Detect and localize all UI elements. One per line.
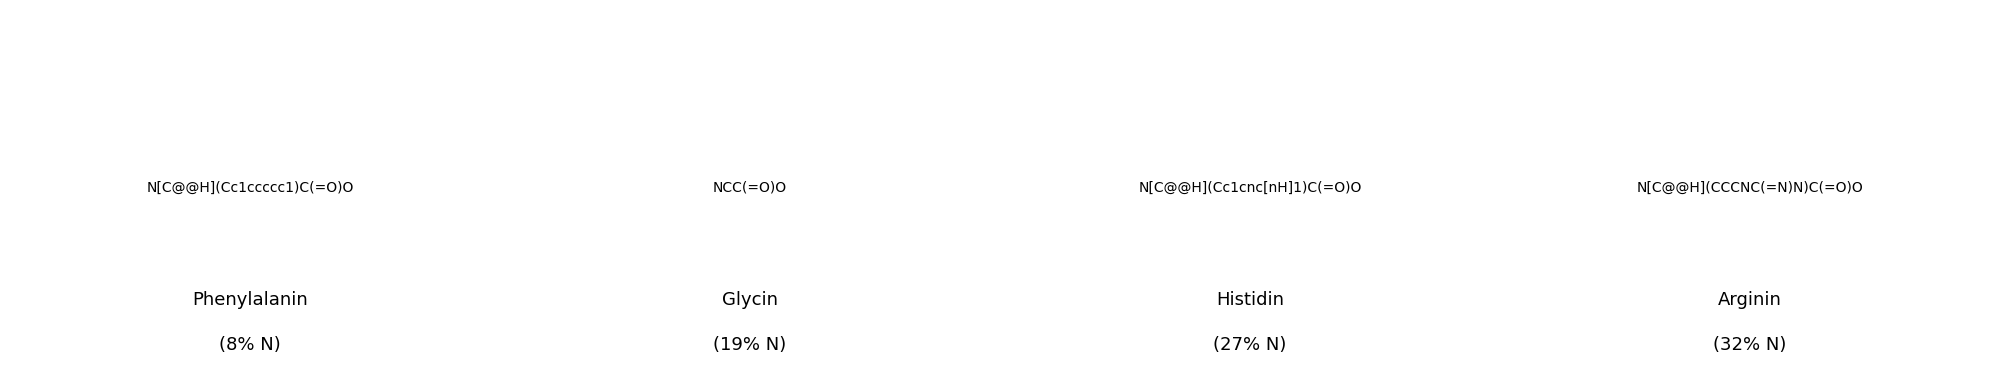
Text: NCC(=O)O: NCC(=O)O: [712, 180, 788, 195]
Text: N[C@@H](CCCNC(=N)N)C(=O)O: N[C@@H](CCCNC(=N)N)C(=O)O: [1636, 180, 1864, 195]
Text: N[C@@H](Cc1cnc[nH]1)C(=O)O: N[C@@H](Cc1cnc[nH]1)C(=O)O: [1138, 180, 1362, 195]
Text: (32% N): (32% N): [1714, 336, 1786, 354]
Text: N[C@@H](Cc1ccccc1)C(=O)O: N[C@@H](Cc1ccccc1)C(=O)O: [146, 180, 354, 195]
Text: (19% N): (19% N): [714, 336, 786, 354]
Text: Phenylalanin: Phenylalanin: [192, 291, 308, 309]
Text: (8% N): (8% N): [220, 336, 280, 354]
Text: (27% N): (27% N): [1214, 336, 1286, 354]
Text: Glycin: Glycin: [722, 291, 778, 309]
Text: Arginin: Arginin: [1718, 291, 1782, 309]
Text: Histidin: Histidin: [1216, 291, 1284, 309]
